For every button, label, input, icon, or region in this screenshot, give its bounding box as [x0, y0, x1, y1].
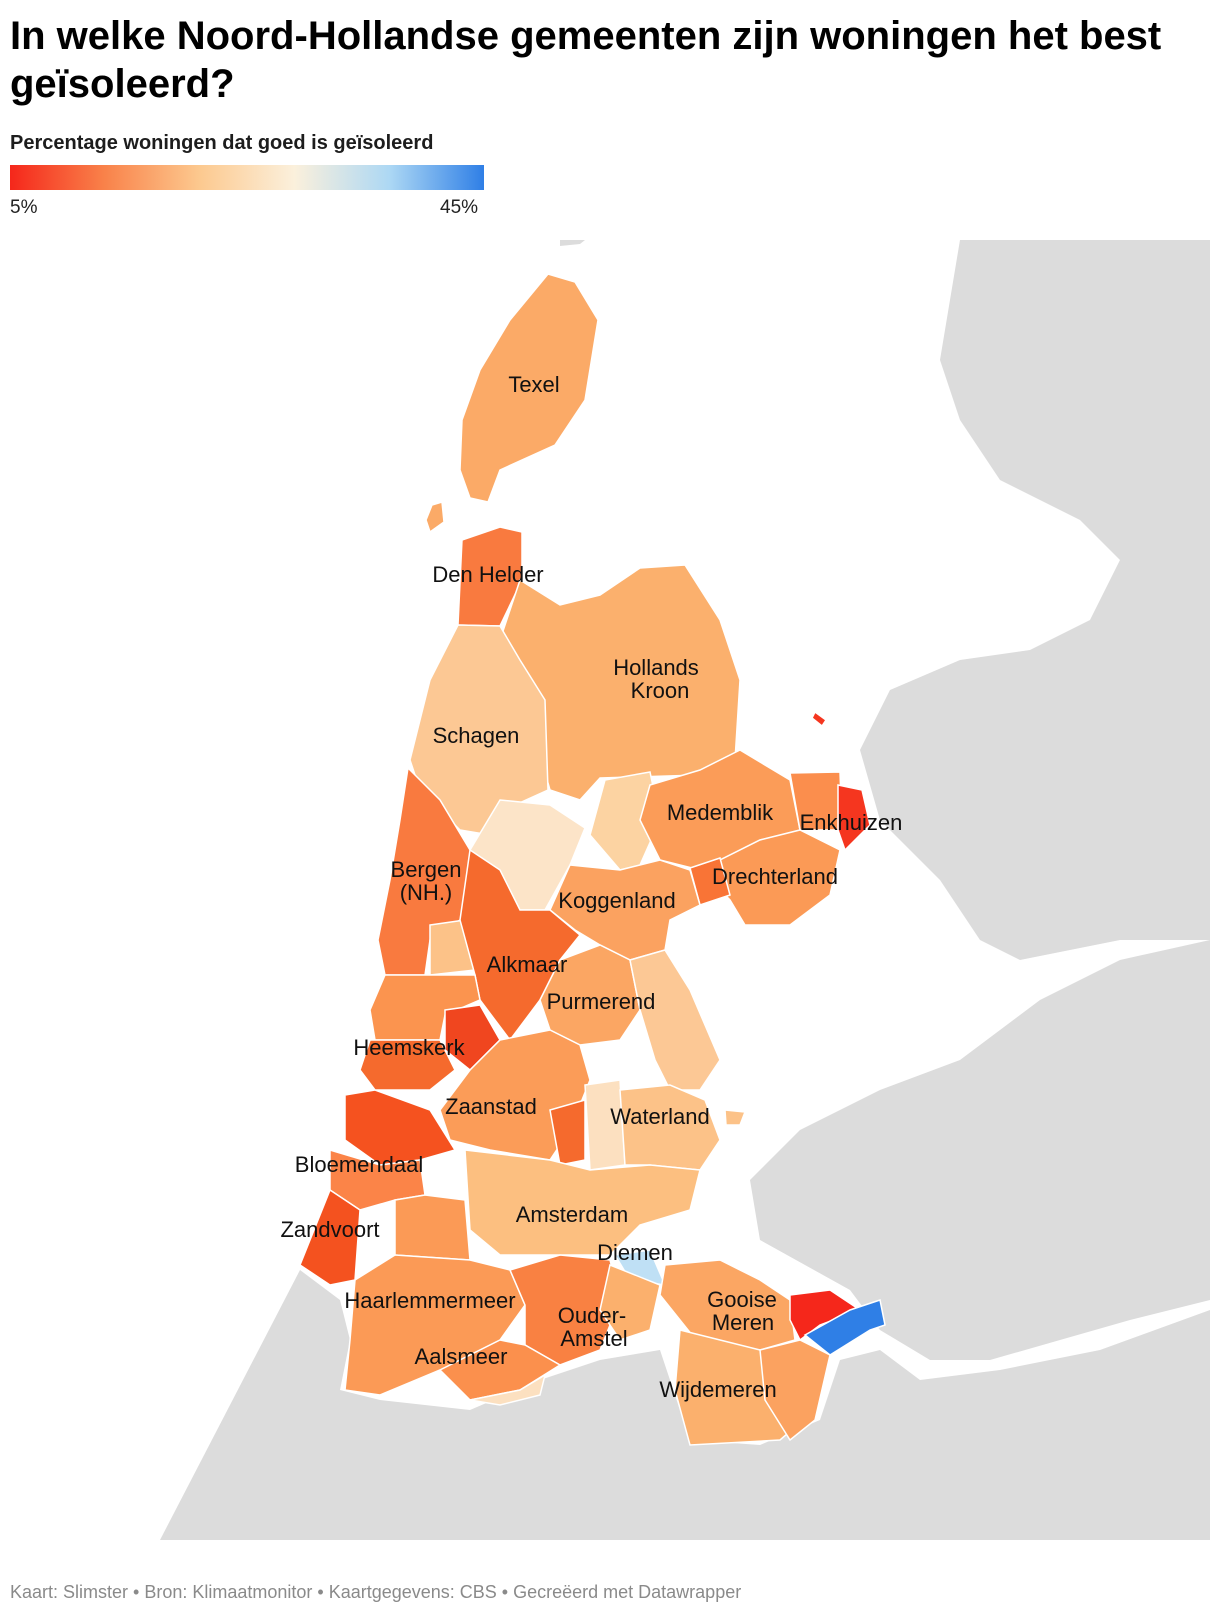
map-labels: Texel Den Helder Hollands Kroon Schagen …: [280, 372, 902, 1402]
label-purmerend: Purmerend: [547, 989, 656, 1014]
region-amstelveen[interactable]: [599, 1263, 661, 1341]
label-amsterdam: Amsterdam: [516, 1202, 628, 1227]
region-zandvoort[interactable]: [299, 1188, 361, 1286]
label-enkhuizen: Enkhuizen: [800, 810, 903, 835]
region-waterland[interactable]: [619, 1084, 721, 1171]
label-gooise-meren-1: Gooise: [707, 1287, 777, 1312]
label-zaanstad: Zaanstad: [445, 1094, 537, 1119]
land-south: [160, 1270, 1210, 1540]
label-ouder-amstel-1: Ouder-: [558, 1303, 626, 1328]
label-schagen: Schagen: [433, 723, 520, 748]
region-purmerend[interactable]: [539, 944, 641, 1046]
label-hollands-kroon-2: Kroon: [631, 678, 690, 703]
label-gooise-meren-2: Meren: [712, 1310, 774, 1335]
region-center-dark[interactable]: [549, 1099, 586, 1166]
region-ouder-amstel[interactable]: [508, 1254, 621, 1366]
legend-max-label: 45%: [440, 197, 479, 218]
label-bergen-1: Bergen: [391, 857, 462, 882]
region-hilversum[interactable]: [759, 1339, 831, 1442]
legend-color-scale: [10, 165, 484, 190]
label-zandvoort: Zandvoort: [280, 1217, 379, 1242]
land-friesland: [860, 240, 1210, 960]
region-uithoorn[interactable]: [469, 1373, 547, 1406]
label-bergen-2: (NH.): [400, 880, 453, 905]
label-den-helder: Den Helder: [432, 562, 543, 587]
region-haarlem[interactable]: [394, 1194, 471, 1261]
region-huizen[interactable]: [789, 1289, 862, 1342]
label-bloemendaal: Bloemendaal: [295, 1152, 423, 1177]
label-alkmaar: Alkmaar: [487, 952, 568, 977]
region-west-beverwijk[interactable]: [359, 1039, 456, 1091]
region-east-light[interactable]: [629, 949, 721, 1091]
region-enkhuizen[interactable]: [837, 784, 871, 852]
label-heemskerk: Heemskerk: [353, 1035, 465, 1060]
label-hollands-kroon-1: Hollands: [613, 655, 699, 680]
land-flevoland: [750, 940, 1210, 1360]
region-drechterland[interactable]: [698, 829, 841, 926]
label-ouder-amstel-2: Amstel: [560, 1326, 627, 1351]
label-drechterland: Drechterland: [712, 864, 838, 889]
label-haarlemmermeer: Haarlemmermeer: [344, 1288, 515, 1313]
label-diemen: Diemen: [597, 1240, 673, 1265]
municipalities[interactable]: [299, 273, 886, 1446]
legend-title: Percentage woningen dat goed is geïsolee…: [10, 132, 434, 154]
label-texel: Texel: [508, 372, 559, 397]
source-footer: Kaart: Slimster • Bron: Klimaatmonitor •…: [10, 1582, 742, 1602]
choropleth-map[interactable]: Texel Den Helder Hollands Kroon Schagen …: [160, 240, 1210, 1540]
label-medemblik: Medemblik: [667, 800, 774, 825]
chart-title: In welke Noord-Hollandse gemeenten zijn …: [10, 14, 1162, 106]
surrounding-land: [160, 240, 1210, 1540]
region-texel-south[interactable]: [425, 501, 445, 534]
region-texel[interactable]: [459, 273, 599, 503]
island-vlieland: [560, 240, 585, 246]
label-aalsmeer: Aalsmeer: [415, 1344, 508, 1369]
label-koggenland: Koggenland: [558, 888, 675, 913]
region-enkhuizen-island[interactable]: [811, 710, 828, 728]
region-waterland-east[interactable]: [724, 1109, 747, 1126]
region-amsterdam[interactable]: [464, 1149, 701, 1256]
region-velsen[interactable]: [344, 1089, 457, 1166]
label-waterland: Waterland: [610, 1104, 709, 1129]
legend-min-label: 5%: [10, 197, 38, 218]
label-wijdemeren: Wijdemeren: [659, 1377, 776, 1402]
